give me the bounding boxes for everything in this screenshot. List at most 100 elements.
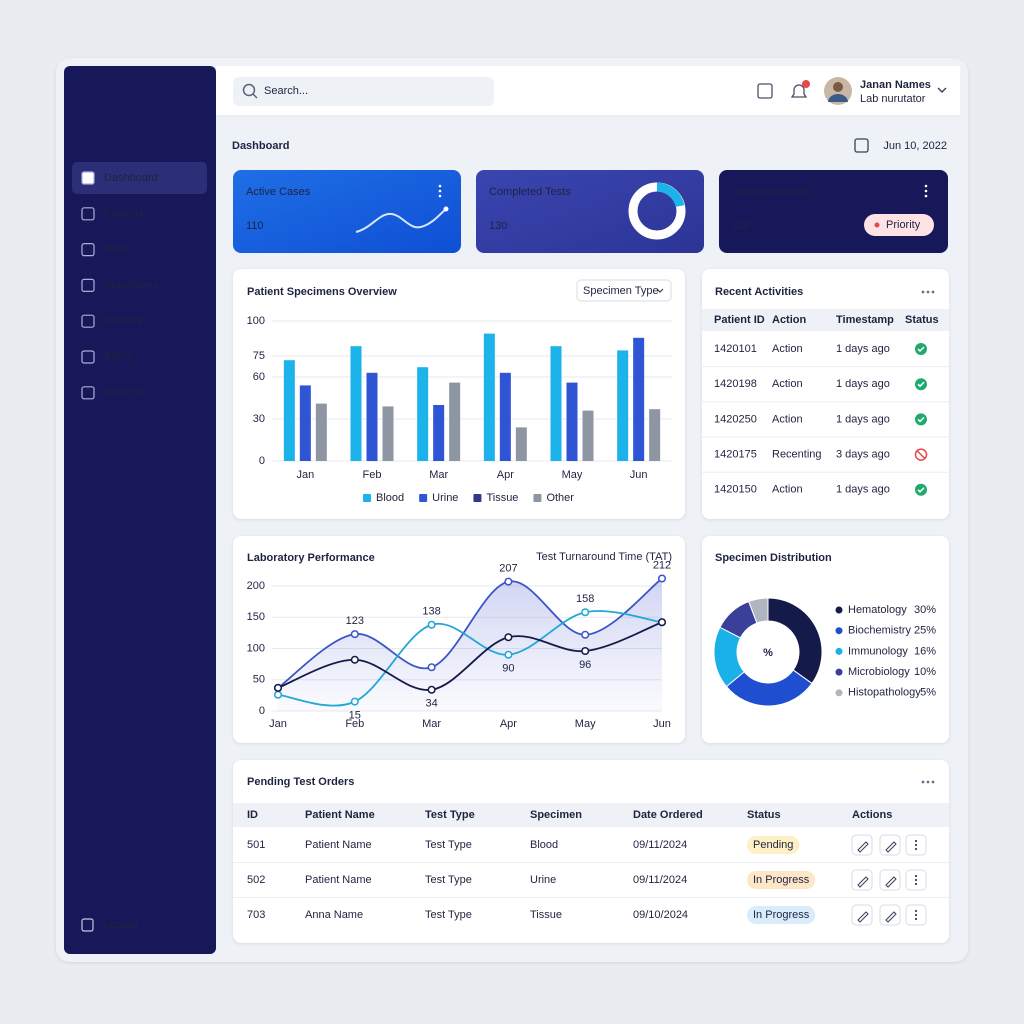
cell: Action [772, 484, 803, 496]
nav-item[interactable]: Dashboard [104, 172, 158, 184]
status-blocked [914, 448, 928, 461]
x-tick-label: Jan [296, 469, 314, 481]
status-badge [747, 836, 800, 854]
legend-dot [835, 647, 843, 655]
card-menu[interactable] [438, 189, 442, 193]
nav-item[interactable]: Patients [104, 208, 144, 220]
sidebar [64, 66, 216, 954]
nav-item[interactable]: Billing [104, 351, 133, 363]
legend-label: Tissue [486, 492, 518, 504]
card-menu[interactable] [924, 194, 928, 198]
point [657, 618, 667, 627]
edit-button[interactable] [851, 869, 873, 891]
more-dot [914, 913, 918, 917]
legend-swatch [363, 494, 371, 502]
bar [366, 372, 378, 461]
bar [449, 382, 461, 461]
card-menu[interactable] [438, 194, 442, 198]
x-tick-label: Mar [429, 469, 448, 481]
legend-value: 10% [914, 666, 936, 678]
button-icon [885, 911, 897, 923]
dropdown-label: Specimen Type [583, 285, 659, 297]
column-header: Actions [852, 809, 892, 821]
button-icon [857, 841, 869, 853]
menu-dot[interactable] [921, 290, 925, 294]
more-dot [914, 917, 918, 921]
data-label: 158 [576, 593, 594, 605]
y-tick-label: 200 [247, 580, 265, 592]
bar [417, 367, 429, 461]
point [581, 608, 590, 617]
cell: 1420150 [714, 484, 757, 496]
logout-icon [81, 918, 94, 932]
cell: Test Type [425, 909, 472, 921]
status-badge [747, 906, 816, 924]
legend-dot [835, 689, 843, 697]
legend-dot [835, 668, 843, 676]
edit-button[interactable] [851, 904, 873, 926]
cell: 09/10/2024 [633, 909, 688, 921]
status-label: In Progress [753, 909, 810, 921]
line [277, 621, 663, 691]
menu-dot[interactable] [921, 780, 925, 784]
card-menu[interactable] [438, 184, 442, 188]
view-button[interactable] [879, 869, 901, 891]
legend-label: Blood [376, 492, 404, 504]
legend-value: 5% [920, 687, 936, 699]
point [504, 650, 513, 659]
avatar [833, 82, 843, 92]
bar [566, 382, 578, 461]
point [350, 655, 359, 664]
legend-value: 30% [914, 604, 936, 616]
column-header: Timestamp [836, 314, 894, 326]
cell: 1420198 [714, 378, 757, 390]
view-button[interactable] [879, 834, 901, 856]
edit-button[interactable] [851, 834, 873, 856]
card-value: 130 [489, 220, 507, 232]
calendar-button[interactable] [757, 83, 773, 99]
cell: Action [772, 378, 803, 390]
nav-item[interactable]: Reports [104, 315, 143, 327]
button-icon [857, 876, 869, 888]
menu-dot[interactable] [926, 290, 930, 294]
cell: Action [772, 343, 803, 355]
card-active-cases [233, 170, 461, 253]
cell: Patient Name [305, 839, 372, 851]
cell: Patient Name [305, 874, 372, 886]
nav-item[interactable]: Specimens [104, 279, 159, 291]
pie-slice [767, 597, 823, 685]
menu-dot[interactable] [931, 290, 935, 294]
card-menu[interactable] [924, 189, 928, 193]
nav-icon [81, 171, 95, 185]
y-tick-label: 100 [247, 315, 265, 327]
search-box[interactable] [233, 77, 494, 106]
menu-dot[interactable] [926, 780, 930, 784]
view-button[interactable] [879, 904, 901, 926]
card-menu[interactable] [924, 184, 928, 188]
data-label: 15 [349, 710, 361, 722]
specimen-type-dropdown[interactable] [576, 279, 672, 302]
panel-title: Recent Activities [715, 286, 803, 298]
donut-center: % [763, 647, 773, 659]
menu-dot[interactable] [931, 780, 935, 784]
user-menu-button[interactable] [937, 87, 947, 93]
data-label: 96 [579, 659, 591, 671]
logout[interactable]: Logout [104, 919, 138, 931]
cell: 703 [247, 909, 265, 921]
dropdown-caret [656, 288, 664, 293]
nav-item[interactable]: Tests [104, 244, 130, 256]
point [504, 577, 513, 586]
cell: Test Type [425, 874, 472, 886]
cell: 1 days ago [836, 343, 890, 355]
card-title: Completed Tests [489, 186, 571, 198]
y-tick-label: 0 [259, 455, 265, 467]
legend-label: Biochemistry [848, 625, 911, 637]
status-label: In Progress [753, 874, 810, 886]
legend-label: Other [546, 492, 574, 504]
notifications-button[interactable] [790, 84, 808, 98]
nav-item[interactable]: Settings [104, 387, 144, 399]
sparkline-point [443, 206, 449, 212]
pie-slice [748, 597, 769, 624]
more-dot [914, 882, 918, 886]
